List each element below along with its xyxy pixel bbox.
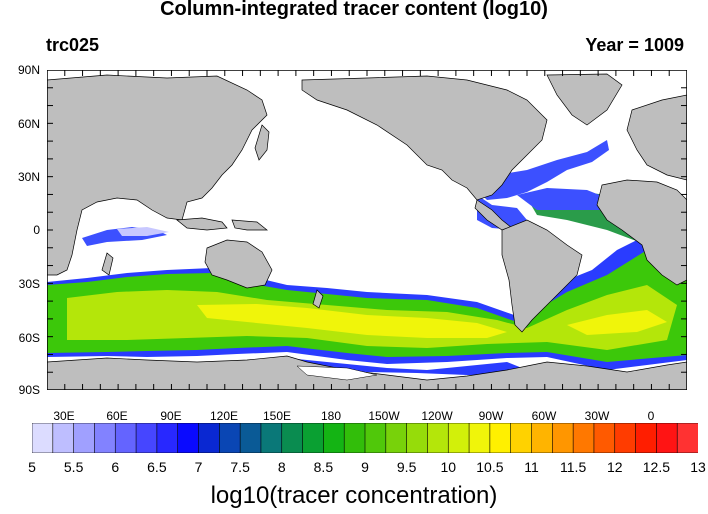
colorbar-tick-label: 8.5 <box>313 459 334 475</box>
landmass-indonesia <box>176 217 228 231</box>
ross-sea-white <box>296 365 378 381</box>
colorbar-cell <box>177 423 200 453</box>
colorbar-cell <box>364 423 387 453</box>
colorbar-cell <box>572 423 595 453</box>
colorbar-cell <box>281 423 304 453</box>
colorbar-cell <box>302 423 324 453</box>
lat-label-eq: 0 <box>33 223 40 237</box>
tropical-atlantic-blue <box>517 188 617 210</box>
colorbar-tick-label: 9.5 <box>396 459 417 475</box>
colorbar-cell <box>468 423 491 453</box>
colorbar-cell <box>343 423 366 453</box>
colorbar-tick-label: 6.5 <box>147 459 167 475</box>
landmass-australia <box>204 239 273 289</box>
colorbar-tick-label: 13 <box>690 459 706 475</box>
landmass-europe <box>626 94 688 181</box>
year-label: Year = 1009 <box>585 35 684 55</box>
antarctic-edge <box>287 358 527 376</box>
colorbar-cell <box>385 423 408 453</box>
colorbar-cell <box>52 423 75 453</box>
landmass-new-guinea <box>231 219 268 231</box>
tracer-name-label: trc025 <box>46 35 100 55</box>
lon-label-90e: 90E <box>160 409 182 423</box>
colorbar-cell <box>510 423 533 453</box>
colorbar-cell <box>239 423 262 453</box>
landmass-south-america <box>501 219 583 333</box>
map-ticks <box>46 69 688 391</box>
figure-title: Column-integrated tracer content (log10) <box>160 0 548 20</box>
colorbar-title: log10(tracer concentration) <box>210 482 498 509</box>
lat-label-60s: 60S <box>18 331 40 345</box>
colorbar-cell <box>447 423 470 453</box>
lon-label-60w: 60W <box>531 409 557 423</box>
colorbar-tick-label: 7.5 <box>230 459 250 475</box>
colorbar-tick-label: 5 <box>28 459 36 475</box>
indian-ocean-light <box>117 227 169 236</box>
lon-label-90w: 90W <box>478 409 504 423</box>
colorbar-cell <box>531 423 553 453</box>
colorbar-cells <box>32 423 698 453</box>
landmass-africa <box>596 179 688 286</box>
colorbar-cell <box>406 423 429 453</box>
lat-label-30n: 30N <box>17 170 40 184</box>
colorbar-tick-label: 11 <box>524 459 539 475</box>
world-map <box>46 69 688 391</box>
colorbar-tick-label: 10.5 <box>476 459 504 475</box>
colorbar-tick-label: 6 <box>111 459 120 475</box>
colorbar-tick-label: 7 <box>194 459 203 475</box>
colorbar-cell <box>219 423 241 453</box>
lat-label-60n: 60N <box>17 117 40 131</box>
atlantic-yellow <box>567 310 667 335</box>
lon-label-0: 0 <box>647 409 655 423</box>
colorbar-tick-label: 8 <box>277 459 286 475</box>
landmass-japan <box>254 124 270 161</box>
colorbar-cell <box>427 423 449 453</box>
colorbar-cell <box>635 423 657 453</box>
landmass-greenland <box>546 73 623 126</box>
landmass-eurasia-west <box>46 74 268 276</box>
lon-label-150e: 150E <box>262 409 292 423</box>
colorbar <box>32 423 698 453</box>
lon-label-150w: 150W <box>368 409 400 423</box>
colorbar-cell <box>198 423 220 453</box>
lon-label-180: 180 <box>320 409 342 423</box>
colorbar-cell <box>656 423 678 453</box>
colorbar-cell <box>114 423 137 453</box>
landmass-madagascar <box>101 252 114 276</box>
colorbar-tick-label: 11.5 <box>560 459 587 475</box>
lat-label-30s: 30S <box>18 277 40 291</box>
colorbar-cell <box>552 423 574 453</box>
colorbar-cell <box>32 423 54 453</box>
colorbar-cell <box>323 423 345 453</box>
southern-band-yellow <box>197 304 507 338</box>
lon-label-30w: 30W <box>584 409 610 423</box>
lon-label-120e: 120E <box>209 409 239 423</box>
colorbar-tick-label: 9 <box>361 459 369 475</box>
colorbar-tick-label: 5.5 <box>63 459 84 475</box>
colorbar-cell <box>73 423 96 453</box>
colorbar-cell <box>135 423 158 453</box>
lon-label-60e: 60E <box>106 409 128 423</box>
landmass-north-america <box>301 75 548 201</box>
colorbar-tick-label: 12 <box>606 459 623 475</box>
lon-label-120w: 120W <box>421 409 453 423</box>
map-panel <box>46 69 688 391</box>
north-atlantic-tracer <box>472 140 609 200</box>
colorbar-cell <box>260 423 283 453</box>
lat-label-90s: 90S <box>18 383 40 397</box>
colorbar-cell <box>614 423 637 453</box>
landmass-new-zealand <box>312 289 324 309</box>
colorbar-cell <box>676 423 698 453</box>
lat-label-90n: 90N <box>17 63 40 77</box>
colorbar-cell <box>94 423 116 453</box>
colorbar-tick-label: 12.5 <box>642 459 670 475</box>
colorbar-cell <box>593 423 616 453</box>
colorbar-cell <box>489 423 512 453</box>
colorbar-cell <box>156 423 179 453</box>
tracer-field <box>47 140 687 376</box>
lon-label-30e: 30E <box>53 409 75 423</box>
colorbar-tick-label: 10 <box>440 459 457 475</box>
